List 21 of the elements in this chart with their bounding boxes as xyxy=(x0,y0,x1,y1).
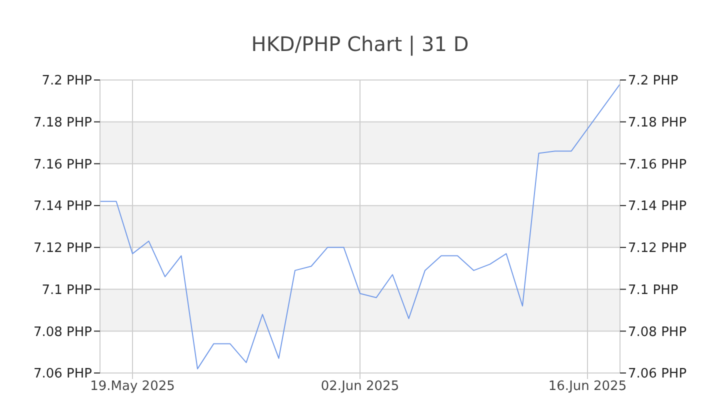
y-tick-label: 7.06 PHP xyxy=(33,366,92,382)
x-tick-label: 02.Jun 2025 xyxy=(320,379,400,394)
y-tick-label: 7.08 PHP xyxy=(33,324,92,340)
y-tick-label: 7.2 PHP xyxy=(42,74,92,89)
x-tick-label: 16.Jun 2025 xyxy=(548,379,627,394)
y2-tick-label: 7.18 PHP xyxy=(628,115,687,130)
y2-tick-label: 7.06 PHP xyxy=(628,366,687,382)
chart-title: HKD/PHP Chart | 31 D xyxy=(250,31,470,58)
line-series xyxy=(100,84,620,370)
y2-tick-label: 7.08 PHP xyxy=(628,324,687,340)
y-tick-label: 7.14 PHP xyxy=(33,199,92,214)
y-tick-label: 7.12 PHP xyxy=(33,241,92,256)
y2-tick-label: 7.12 PHP xyxy=(628,241,687,256)
y2-tick-label: 7.2 PHP xyxy=(628,74,678,89)
y2-tick-label: 7.16 PHP xyxy=(628,157,687,172)
y2-tick-label: 7.14 PHP xyxy=(628,199,687,214)
y2-tick-label: 7.1 PHP xyxy=(628,282,678,298)
x-tick-label: 19.May 2025 xyxy=(90,379,175,394)
y-tick-label: 7.18 PHP xyxy=(33,115,92,130)
y-tick-label: 7.1 PHP xyxy=(42,282,92,298)
y-tick-label: 7.16 PHP xyxy=(33,157,92,172)
